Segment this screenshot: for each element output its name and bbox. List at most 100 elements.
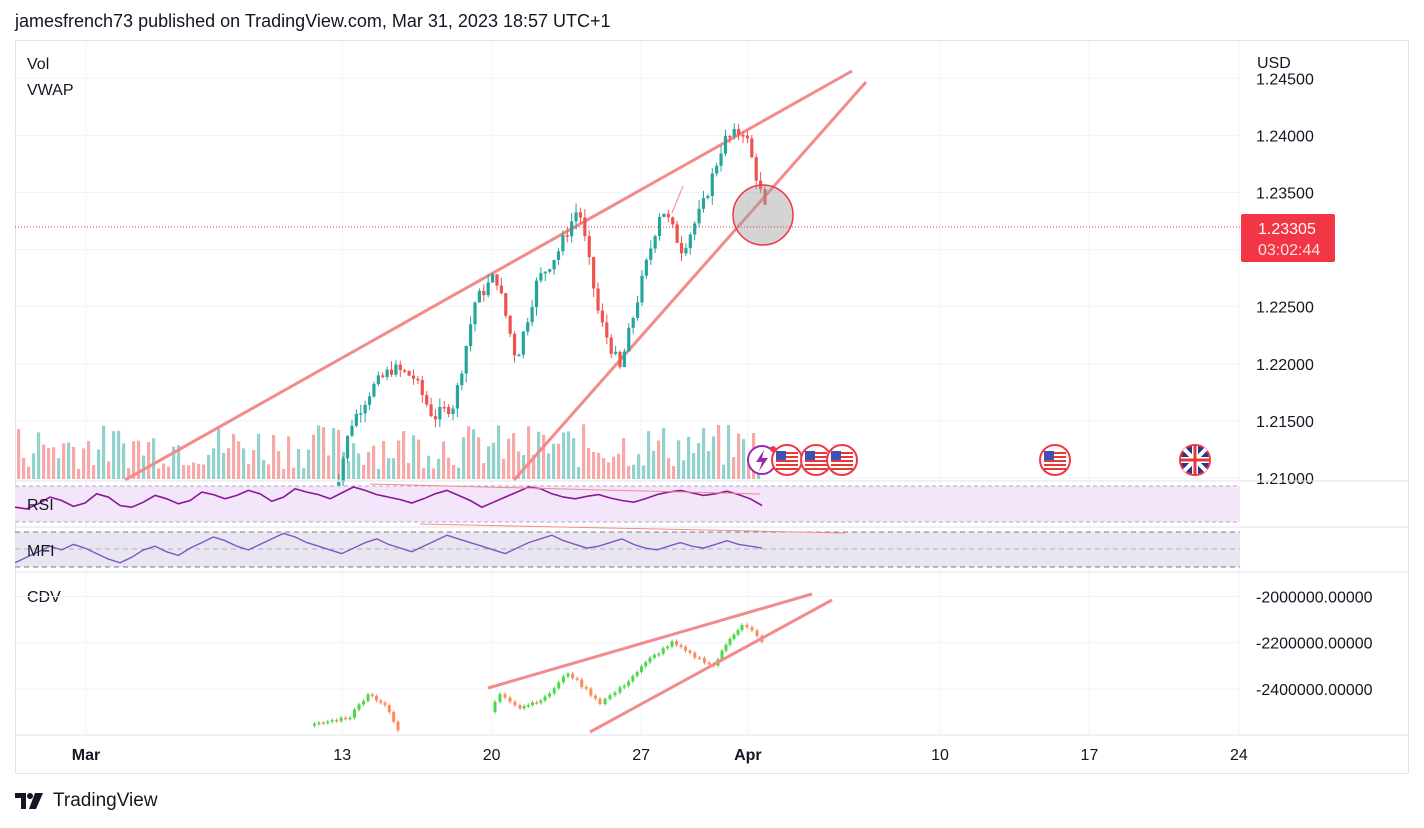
y-tick-label: 1.22000	[1256, 357, 1314, 374]
volume-bar	[112, 431, 116, 479]
candle-body	[578, 212, 583, 218]
volume-bar	[252, 450, 256, 479]
cdv-axis[interactable]: -2000000.00000 -2200000.00000 -2400000.000…	[1256, 590, 1373, 699]
volume-bar	[317, 425, 321, 479]
volume-bar	[477, 437, 481, 479]
volume-bar	[217, 428, 221, 479]
volume-bar	[557, 443, 561, 479]
cdv-wedge-upper-line[interactable]	[487, 592, 813, 690]
mfi-label: MFI	[27, 543, 55, 560]
volume-bar	[167, 466, 171, 479]
volume-bar	[197, 463, 201, 479]
cdv-body	[639, 666, 643, 673]
last-price-tag	[1241, 214, 1335, 262]
volume-bar	[17, 429, 21, 479]
cdv-body	[312, 723, 316, 726]
candle-body	[693, 223, 697, 235]
cdv-body	[543, 696, 547, 701]
volume-bar	[512, 433, 516, 479]
cdv-tick-label: -2000000.00000	[1256, 590, 1373, 607]
volume-bar	[727, 425, 731, 479]
candle-body	[354, 413, 358, 426]
candle-body	[345, 435, 350, 459]
volume-bar	[682, 460, 686, 479]
footer-brand[interactable]: TradingView	[15, 790, 158, 812]
candle-body	[486, 282, 490, 296]
volume-bar	[592, 451, 596, 479]
us-flag-event-icon[interactable]	[771, 444, 803, 476]
volume-bar	[447, 457, 451, 479]
cdv-body	[357, 704, 361, 710]
candle-body	[385, 369, 389, 378]
candle-body	[407, 371, 411, 376]
volume-bar	[97, 449, 101, 479]
uk-flag-event-icon[interactable]	[1179, 444, 1211, 476]
volume-bar	[517, 451, 521, 479]
volume-bar	[722, 464, 726, 479]
candle-body	[482, 290, 486, 296]
candle-body	[745, 135, 750, 139]
time-axis[interactable]: Mar 13 20 27 Apr 10 17 24	[72, 747, 1248, 764]
cdv-body	[684, 646, 687, 651]
us-flag-event-icon[interactable]	[826, 444, 858, 476]
volume-bar	[152, 438, 156, 479]
x-tick-label: 20	[483, 747, 501, 764]
volume-bar	[187, 465, 191, 479]
volume-bar	[147, 442, 151, 479]
volume-bar	[717, 424, 721, 479]
volume-bar	[177, 445, 181, 479]
x-tick-label: Mar	[72, 747, 100, 764]
volume-bar	[407, 462, 411, 479]
volume-bar	[352, 443, 356, 479]
cdv-body	[387, 705, 391, 713]
cdv-wedge-lower-line[interactable]	[589, 598, 833, 734]
volume-bar	[307, 449, 311, 479]
volume-bar	[647, 431, 651, 479]
candle-body	[679, 242, 684, 254]
price-axis[interactable]: 1.245001.240001.235001.230001.225001.220…	[1256, 71, 1314, 488]
cdv-body	[531, 702, 534, 706]
us-flag-event-icon[interactable]	[1039, 444, 1071, 476]
cdv-body	[584, 686, 588, 689]
volume-bar	[617, 453, 621, 479]
volume-bar	[417, 439, 421, 479]
volume-bar	[302, 468, 306, 479]
cdv-body	[566, 673, 570, 677]
volume-bar	[507, 438, 511, 479]
volume-bar	[172, 446, 176, 479]
cdv-body	[648, 657, 652, 663]
cdv-body	[598, 698, 602, 705]
volume-bar	[462, 437, 466, 479]
volume-bar	[607, 462, 611, 479]
candle-body	[350, 425, 354, 436]
cdv-body	[330, 720, 334, 722]
volume-bar	[287, 436, 291, 479]
wedge-lower-line[interactable]	[512, 81, 868, 481]
volume-bar	[297, 449, 301, 479]
volume-bar	[192, 462, 196, 479]
volume-bar	[577, 467, 581, 479]
candle-body	[363, 404, 367, 414]
cdv-body	[652, 654, 656, 658]
cdv-tick-label: -2400000.00000	[1256, 682, 1373, 699]
volume-bar	[542, 434, 546, 479]
volume-bar	[637, 454, 641, 479]
candle-body	[653, 236, 657, 249]
cdv-body	[631, 675, 635, 682]
volume-bar	[452, 464, 456, 479]
event-icons[interactable]	[747, 444, 1211, 476]
volume-bar	[632, 464, 636, 479]
cdv-body	[348, 717, 352, 720]
volume-bar	[402, 431, 406, 479]
volume-bar	[422, 468, 426, 479]
volume-bar	[672, 466, 676, 479]
tradingview-logo-icon	[15, 793, 43, 809]
cdv-body	[571, 673, 575, 679]
cdv-body	[317, 722, 321, 725]
breakout-circle[interactable]	[732, 184, 794, 246]
cdv-tick-label: -2200000.00000	[1256, 636, 1373, 653]
volume-bar	[702, 428, 706, 479]
candle-body	[548, 269, 552, 272]
volume-bar	[57, 458, 61, 479]
